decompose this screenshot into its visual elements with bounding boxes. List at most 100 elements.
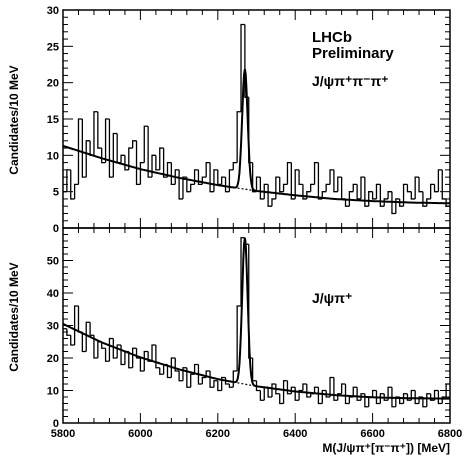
upper-panel: 0 5 10 15 20 25 30 [47,5,451,235]
annotation-decay-upper: J/ψπ⁺π⁻π⁺ [312,73,389,89]
histogram-bin [402,393,408,404]
histogram-bin [348,396,354,404]
histogram-bin [170,162,176,186]
histogram-bin [340,383,346,394]
histogram-bin [73,305,79,345]
histogram-bin [387,386,392,401]
histogram-bin [124,155,129,171]
histogram-bin [430,183,435,199]
histogram-bin [147,126,153,178]
histogram-bin [70,169,75,200]
histogram-bin [70,335,75,346]
histogram-bin [298,389,303,401]
histogram-bin [120,154,125,163]
histogram-bin [116,344,122,358]
histogram-bin [321,389,327,404]
histogram-bin [410,389,416,401]
histogram-bin [255,380,261,392]
histogram-bin [426,393,431,407]
histogram-bin [418,177,423,193]
histogram-bin [371,191,377,200]
histogram-bin [178,169,183,200]
histogram-bin [279,177,284,193]
histogram-bin [325,183,331,192]
histogram-bin [155,345,160,369]
histogram-bin [275,384,280,395]
histogram-bin [290,162,296,200]
histogram-bin [433,389,439,401]
histogram-bin [329,169,334,185]
histogram-bin [414,176,420,199]
histogram-bin [275,176,280,199]
histogram-bin [221,176,226,185]
annotation-decay-lower: J/ψπ⁺ [312,290,352,306]
histogram-bin [174,358,180,372]
histogram-bin [232,161,238,170]
histogram-bin [255,176,261,192]
histogram-bin [174,169,180,185]
histogram-bin [329,376,334,397]
histogram-bin [356,387,361,401]
histogram-bin [186,177,191,193]
histogram-bin [190,183,195,192]
fit-curve-right [267,386,450,400]
histogram-bin [406,393,412,401]
histogram-bin [248,244,253,359]
histogram-bin [364,393,369,408]
annotation-lhcb: LHCb [312,29,352,46]
x-tick-label: 5800 [51,428,75,440]
histogram-bin [159,367,164,375]
histogram-bin [333,377,338,401]
histogram-bin [263,183,269,199]
histogram-bin [228,384,234,388]
histogram-bin [344,198,350,207]
histogram-bin [93,335,98,359]
histogram-bin [294,169,300,199]
histogram-bin [437,390,443,405]
histogram-bin [186,367,191,388]
histogram-bin [77,306,83,333]
histogram-bin [197,364,203,385]
histogram-bin [344,384,350,405]
y-tick-label: 10 [47,386,59,398]
x-tick-label: 6400 [283,428,307,440]
histogram-bin [306,384,311,398]
histogram-bin [166,364,172,379]
histogram-bin [271,198,276,207]
histogram-bin [201,376,207,384]
histogram-bin [166,161,172,178]
histogram-bin [406,184,412,193]
histogram-bin [286,161,292,185]
histogram-bin [286,380,292,395]
histogram-bin [399,397,404,405]
histogram-bin [279,393,284,405]
histogram-bin [97,111,102,149]
histogram-bin [112,132,118,178]
histogram-bin [383,198,389,207]
histogram-bin [104,348,110,362]
histogram-bin [170,357,176,378]
y-tick-label: 0 [53,223,59,235]
histogram-bin [108,119,114,178]
histogram-bin [182,367,187,381]
histogram-bin [298,169,303,186]
y-axis-label-upper: Candidates/10 MeV [7,65,21,174]
histogram-bin [89,322,94,336]
histogram-bin [112,338,118,359]
histogram-bin [135,348,141,359]
histogram-bin [402,183,408,207]
histogram-bin [93,111,98,156]
lower-panel: 0 10 20 30 40 50 5800 6000 6200 6400 6600 6800 [47,227,462,440]
histogram-bin [267,184,272,207]
histogram-bin [282,380,288,404]
histogram-bin [433,184,439,193]
histogram-bin [356,184,361,200]
histogram-bin [108,337,114,362]
histogram-bin [128,351,133,369]
histogram-bin [337,393,342,401]
histogram-bin [81,332,87,353]
histogram-bin [139,161,145,185]
histogram-bin [236,305,242,371]
y-tick-label: 0 [53,418,59,430]
